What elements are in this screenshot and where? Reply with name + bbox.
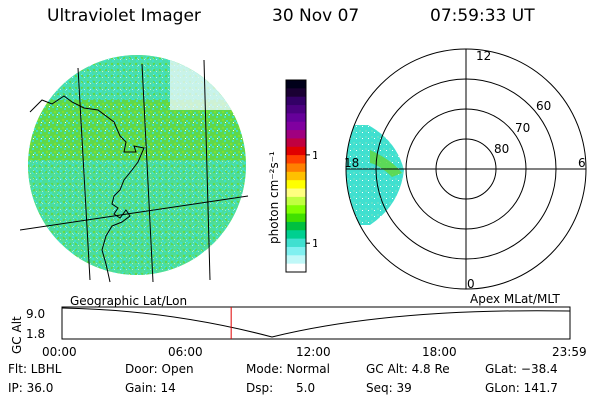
colorbar-unit-label: photon cm⁻²s⁻¹ <box>267 151 281 244</box>
door-value: Door: Open <box>125 362 194 376</box>
colorbar-tick-label: 100 <box>312 149 317 162</box>
colorbar-swatch <box>286 180 306 190</box>
colorbar-swatch <box>286 213 306 223</box>
colorbar-frame <box>285 79 307 273</box>
mlt-label-18: 18 <box>344 156 359 170</box>
colorbar-swatch <box>286 188 306 198</box>
colorbar-swatch <box>286 163 306 173</box>
polar-plot: 12 18 6 0 60 70 80 <box>344 48 587 291</box>
geographic-image <box>19 55 249 283</box>
colorbar-swatch <box>286 80 306 89</box>
xtick-3: 18:00 <box>422 345 457 358</box>
polar-plot-panel: 12 18 6 0 60 70 80 <box>340 45 596 291</box>
colorbar-swatch <box>286 196 306 206</box>
mlt-label-12: 12 <box>476 49 491 63</box>
polar-grid <box>345 48 587 290</box>
gain-value: Gain: 14 <box>125 381 176 395</box>
ytick-top: 9.0 <box>26 307 45 321</box>
xtick-0: 00:00 <box>42 345 77 358</box>
glon-value: GLon: 141.7 <box>485 381 558 395</box>
xtick-2: 12:00 <box>296 345 331 358</box>
colorbar-swatch <box>286 146 306 156</box>
lat-label-80: 80 <box>494 142 509 156</box>
altitude-timeline: Apex MLat/MLT GC Alt 9.0 1.8 00:00 06:00… <box>0 290 600 359</box>
xtick-4: 23:59 <box>552 345 587 358</box>
colorbar-tick-label: 10 <box>312 237 317 250</box>
colorbar-swatch <box>286 138 306 148</box>
timeline-ylabel: GC Alt <box>10 316 24 354</box>
seq-value: Seq: 39 <box>366 381 412 395</box>
status-footer: Flt: LBHL Door: Open Mode: Normal GC Alt… <box>0 360 600 400</box>
ip-value: IP: 36.0 <box>8 381 54 395</box>
colorbar-swatch <box>286 113 306 123</box>
colorbar-swatch <box>286 263 306 273</box>
polar-map-label: Apex MLat/MLT <box>470 292 560 306</box>
colorbar-swatch <box>286 230 306 240</box>
colorbar-scale: 100 10 photon cm⁻²s⁻¹ <box>267 79 333 273</box>
gc-alt-value: GC Alt: 4.8 Re <box>366 362 450 376</box>
lat-label-60: 60 <box>536 99 551 113</box>
lat-lon-grid <box>19 59 249 283</box>
colorbar-swatch <box>286 255 306 265</box>
timeline-frame <box>61 306 571 340</box>
lat-label-70: 70 <box>515 121 530 135</box>
geographic-image-panel: Geographic Lat/Lon <box>19 50 252 308</box>
dsp-value: Dsp: 5.0 <box>246 381 316 395</box>
xtick-1: 06:00 <box>168 345 203 358</box>
time-label: 07:59:33 UT <box>430 6 535 26</box>
instrument-title: Ultraviolet Imager <box>47 6 201 26</box>
ytick-bottom: 1.8 <box>26 327 45 341</box>
coastline <box>29 95 145 283</box>
colorbar-swatch <box>286 155 306 164</box>
colorbar-swatch <box>286 130 306 139</box>
date-label: 30 Nov 07 <box>272 6 360 26</box>
geo-map-label: Geographic Lat/Lon <box>70 294 188 308</box>
colorbar-swatch <box>286 96 306 106</box>
glat-value: GLat: −38.4 <box>485 362 558 376</box>
colorbar-swatch <box>286 105 306 114</box>
aurora-region <box>346 125 404 225</box>
altitude-plot: GC Alt 9.0 1.8 00:00 06:00 12:00 18:00 2… <box>10 306 587 359</box>
colorbar-swatch <box>286 205 306 215</box>
mlt-label-0: 0 <box>467 277 475 290</box>
colorbar: 100 10 photon cm⁻²s⁻¹ <box>262 72 333 284</box>
colorbar-swatch <box>286 221 306 231</box>
colorbar-swatch <box>286 238 306 248</box>
mode-value: Mode: Normal <box>246 362 330 376</box>
colorbar-swatch <box>286 88 306 98</box>
colorbar-swatch <box>286 246 306 256</box>
filter-value: Flt: LBHL <box>8 362 62 376</box>
colorbar-swatch <box>286 121 306 131</box>
colorbar-swatch <box>286 171 306 181</box>
gc-alt-curve <box>61 307 571 338</box>
mlt-label-6: 6 <box>578 156 586 170</box>
